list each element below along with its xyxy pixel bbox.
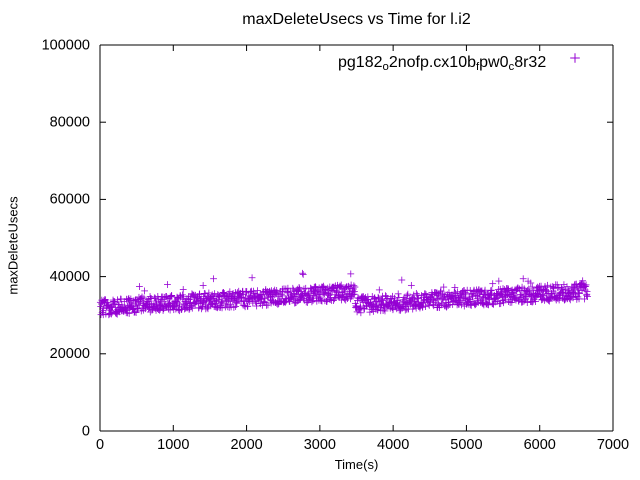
- svg-text:7000: 7000: [597, 437, 629, 453]
- svg-text:80000: 80000: [50, 115, 90, 131]
- svg-text:4000: 4000: [377, 437, 409, 453]
- svg-text:2000: 2000: [230, 437, 262, 453]
- svg-text:20000: 20000: [50, 346, 90, 362]
- svg-text:2nofp.cx10b: 2nofp.cx10b: [389, 54, 476, 71]
- svg-text:pw0: pw0: [479, 54, 508, 71]
- svg-text:5000: 5000: [450, 437, 482, 453]
- svg-text:0: 0: [82, 423, 90, 439]
- svg-text:1000: 1000: [157, 437, 189, 453]
- svg-text:8r32: 8r32: [514, 54, 546, 71]
- svg-text:pg182: pg182: [338, 54, 383, 71]
- svg-text:40000: 40000: [50, 269, 90, 285]
- svg-text:0: 0: [96, 437, 104, 453]
- svg-text:6000: 6000: [524, 437, 556, 453]
- svg-text:100000: 100000: [42, 37, 90, 53]
- svg-text:3000: 3000: [304, 437, 336, 453]
- svg-text:60000: 60000: [50, 192, 90, 208]
